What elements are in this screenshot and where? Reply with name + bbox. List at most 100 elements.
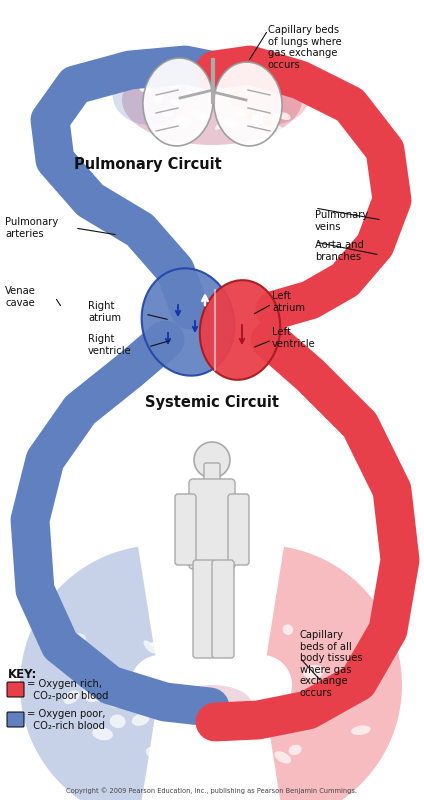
FancyBboxPatch shape: [7, 682, 24, 697]
Ellipse shape: [264, 86, 275, 91]
FancyBboxPatch shape: [204, 463, 220, 487]
Ellipse shape: [112, 65, 187, 125]
Ellipse shape: [286, 697, 304, 712]
Ellipse shape: [282, 624, 293, 635]
Ellipse shape: [278, 112, 290, 120]
Ellipse shape: [215, 119, 228, 130]
FancyBboxPatch shape: [175, 494, 196, 565]
Text: Pulmonary Circuit: Pulmonary Circuit: [74, 158, 222, 173]
Ellipse shape: [84, 691, 98, 702]
Ellipse shape: [226, 117, 236, 127]
Text: Right
atrium: Right atrium: [88, 301, 121, 322]
Ellipse shape: [190, 724, 204, 738]
Text: Copyright © 2009 Pearson Education, Inc., publishing as Pearson Benjamin Cumming: Copyright © 2009 Pearson Education, Inc.…: [67, 787, 357, 794]
Ellipse shape: [303, 665, 324, 679]
Ellipse shape: [314, 690, 326, 699]
Ellipse shape: [274, 751, 291, 763]
Ellipse shape: [88, 688, 104, 702]
Ellipse shape: [169, 81, 184, 89]
Text: Systemic Circuit: Systemic Circuit: [145, 394, 279, 410]
Ellipse shape: [146, 747, 159, 758]
Ellipse shape: [164, 618, 175, 629]
Ellipse shape: [83, 686, 100, 701]
Ellipse shape: [200, 280, 280, 380]
Ellipse shape: [252, 115, 260, 126]
Ellipse shape: [265, 714, 280, 728]
Ellipse shape: [110, 714, 126, 728]
Ellipse shape: [161, 108, 174, 117]
Ellipse shape: [256, 65, 266, 71]
Ellipse shape: [233, 106, 245, 117]
Circle shape: [194, 442, 230, 478]
Ellipse shape: [189, 58, 203, 69]
Ellipse shape: [154, 92, 163, 103]
Ellipse shape: [171, 99, 184, 110]
Text: = Oxygen poor,
  CO₂-rich blood: = Oxygen poor, CO₂-rich blood: [27, 709, 106, 731]
Text: Left
ventricle: Left ventricle: [272, 327, 316, 349]
Ellipse shape: [234, 751, 251, 762]
Ellipse shape: [70, 658, 85, 666]
Ellipse shape: [275, 695, 292, 706]
Text: Capillary beds
of lungs where
gas exchange
occurs: Capillary beds of lungs where gas exchan…: [268, 25, 342, 70]
Ellipse shape: [252, 114, 264, 126]
Ellipse shape: [141, 692, 159, 705]
Text: = Oxygen rich,
  CO₂-poor blood: = Oxygen rich, CO₂-poor blood: [27, 679, 109, 701]
Polygon shape: [20, 546, 155, 800]
Ellipse shape: [272, 113, 281, 122]
FancyBboxPatch shape: [228, 494, 249, 565]
Ellipse shape: [143, 640, 156, 654]
Ellipse shape: [289, 745, 301, 755]
Text: Venae
cavae: Venae cavae: [5, 286, 36, 308]
FancyBboxPatch shape: [193, 560, 215, 658]
Ellipse shape: [175, 118, 192, 128]
Ellipse shape: [196, 71, 212, 76]
Ellipse shape: [190, 110, 206, 119]
Ellipse shape: [150, 642, 169, 648]
Ellipse shape: [277, 71, 294, 82]
Ellipse shape: [154, 733, 167, 742]
Ellipse shape: [245, 74, 254, 81]
Ellipse shape: [233, 627, 243, 638]
Text: Pulmonary
veins: Pulmonary veins: [315, 210, 368, 232]
FancyBboxPatch shape: [212, 560, 234, 658]
Ellipse shape: [172, 685, 252, 725]
Ellipse shape: [122, 55, 302, 145]
Text: Right
ventricle: Right ventricle: [88, 334, 132, 356]
Ellipse shape: [198, 114, 207, 122]
Ellipse shape: [143, 58, 213, 146]
Ellipse shape: [142, 268, 234, 376]
Text: Capillary
beds of all
body tissues
where gas
exchange
occurs: Capillary beds of all body tissues where…: [300, 630, 363, 698]
Ellipse shape: [261, 699, 279, 711]
Ellipse shape: [92, 727, 113, 740]
Ellipse shape: [159, 642, 174, 654]
Ellipse shape: [214, 62, 282, 146]
Ellipse shape: [136, 58, 151, 67]
Ellipse shape: [230, 65, 310, 125]
Ellipse shape: [139, 82, 150, 92]
Ellipse shape: [244, 710, 265, 721]
Ellipse shape: [273, 126, 283, 131]
Ellipse shape: [139, 86, 152, 93]
Ellipse shape: [66, 644, 86, 654]
Ellipse shape: [247, 753, 257, 764]
Ellipse shape: [209, 92, 220, 100]
Ellipse shape: [239, 679, 254, 690]
Ellipse shape: [42, 638, 61, 650]
Text: Aorta and
branches: Aorta and branches: [315, 240, 364, 262]
Ellipse shape: [132, 714, 149, 726]
Ellipse shape: [266, 69, 276, 80]
Polygon shape: [267, 546, 402, 800]
FancyBboxPatch shape: [7, 712, 24, 727]
Ellipse shape: [351, 726, 371, 735]
Ellipse shape: [73, 634, 86, 642]
Ellipse shape: [257, 107, 266, 117]
Text: Left
atrium: Left atrium: [272, 291, 305, 313]
FancyBboxPatch shape: [189, 479, 235, 569]
Ellipse shape: [231, 722, 247, 733]
Ellipse shape: [151, 77, 165, 86]
Ellipse shape: [310, 684, 323, 697]
Ellipse shape: [226, 121, 237, 128]
Ellipse shape: [99, 678, 117, 694]
Ellipse shape: [64, 690, 80, 704]
Text: Pulmonary
arteries: Pulmonary arteries: [5, 218, 58, 238]
